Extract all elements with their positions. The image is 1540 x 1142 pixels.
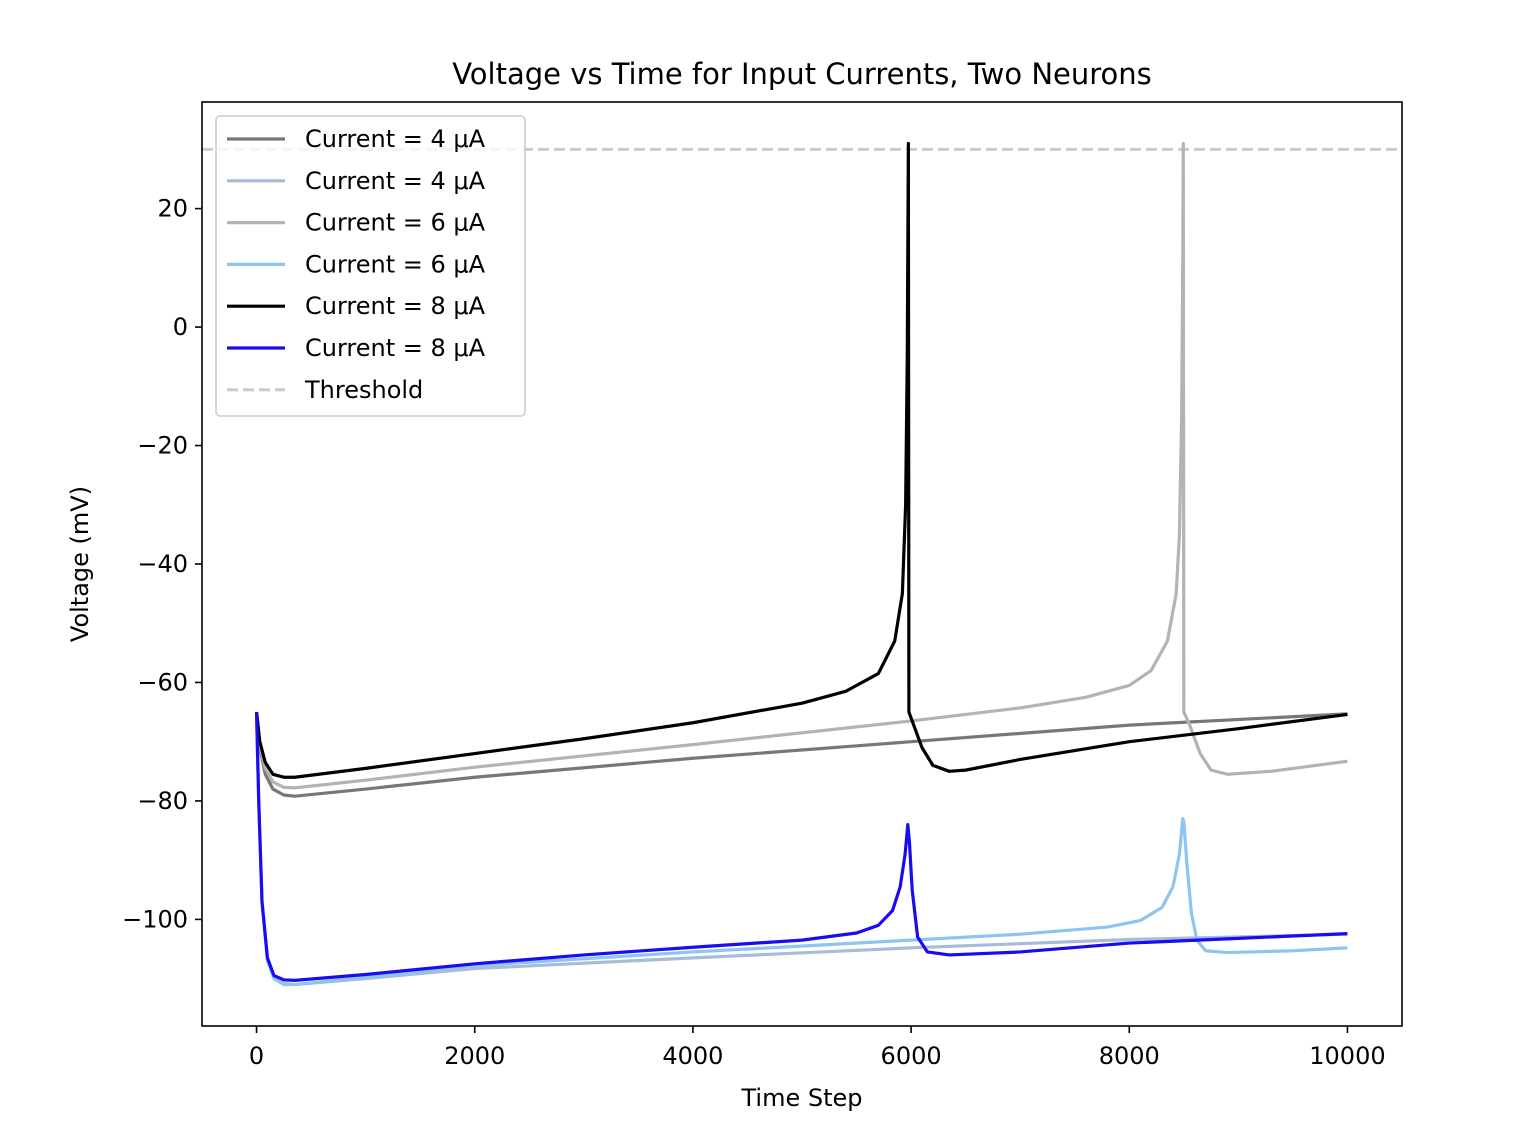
- x-axis-ticks: 0 2000 4000 6000 8000 10000: [249, 1026, 1386, 1070]
- y-tick-label: −40: [137, 550, 188, 578]
- x-tick-label: 6000: [881, 1042, 942, 1070]
- y-tick-label: −100: [122, 905, 188, 933]
- legend-box: [215, 115, 526, 417]
- legend-label: Current = 6 μA: [305, 250, 486, 278]
- series-line-4: [254, 712, 1348, 987]
- legend-label: Current = 6 μA: [305, 209, 486, 237]
- y-tick-label: −20: [137, 432, 188, 460]
- series-line-6: [254, 712, 1348, 982]
- y-tick-label: 0: [173, 313, 188, 341]
- x-tick-label: 0: [249, 1042, 264, 1070]
- x-tick-label: 10000: [1309, 1042, 1385, 1070]
- x-tick-label: 2000: [444, 1042, 505, 1070]
- y-axis-ticks: −100 −80 −60 −40 −20 0 20: [122, 195, 202, 933]
- y-axis-label: Voltage (mV): [66, 486, 94, 642]
- legend-label: Current = 4 μA: [305, 167, 486, 195]
- legend-label: Current = 4 μA: [305, 125, 486, 153]
- legend: Current = 4 μA Current = 4 μA Current = 6 …: [215, 115, 526, 417]
- x-tick-label: 4000: [662, 1042, 723, 1070]
- series-line-3: [254, 141, 1348, 790]
- x-tick-label: 8000: [1099, 1042, 1160, 1070]
- y-tick-label: −80: [137, 787, 188, 815]
- y-tick-label: 20: [157, 195, 188, 223]
- legend-label: Threshold: [304, 376, 423, 404]
- legend-label: Current = 8 μA: [305, 292, 486, 320]
- series-line-5: [254, 141, 1348, 779]
- y-tick-label: −60: [137, 668, 188, 696]
- x-axis-label: Time Step: [740, 1084, 862, 1112]
- chart-title: Voltage vs Time for Input Currents, Two …: [452, 57, 1152, 91]
- series-layer: [254, 141, 1348, 987]
- legend-label: Current = 8 μA: [305, 334, 486, 362]
